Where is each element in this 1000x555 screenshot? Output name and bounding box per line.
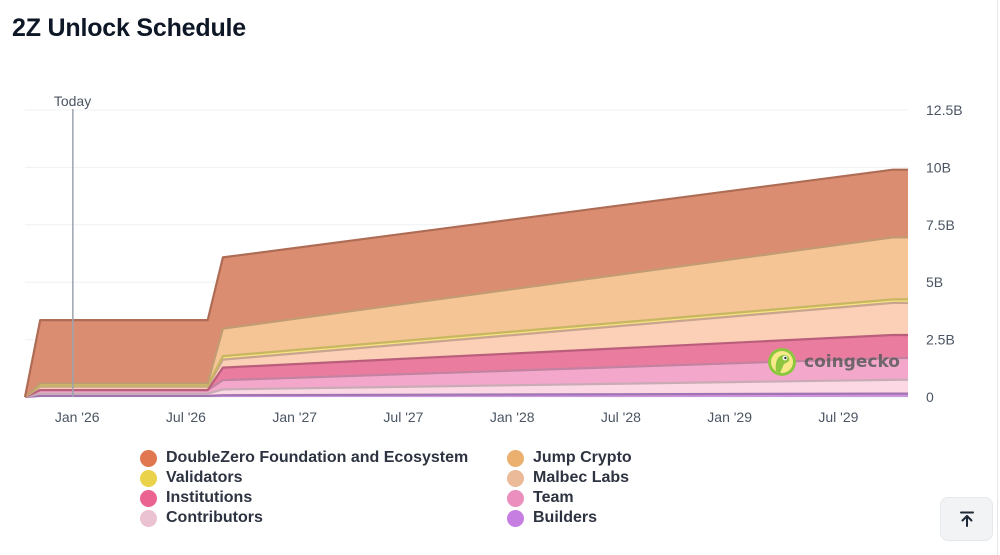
x-tick-label: Jan '27 (272, 409, 317, 425)
legend-swatch-malbec (507, 469, 524, 487)
coingecko-logo-icon (768, 348, 796, 376)
legend-label: Institutions (166, 489, 253, 506)
area-jump (25, 237, 908, 397)
today-marker: Today (54, 93, 91, 397)
legend-swatch-foundation (140, 449, 157, 467)
area-contributors (25, 379, 908, 397)
page-title: 2Z Unlock Schedule (12, 14, 246, 42)
legend-item-malbec[interactable]: Malbec Labs (507, 469, 707, 487)
y-tick-label: 0 (926, 389, 934, 405)
line-institutions (24, 333, 908, 399)
x-tick-label: Jan '29 (707, 409, 752, 425)
area-team (25, 358, 908, 397)
legend-swatch-builders (507, 509, 524, 527)
legend-swatch-contributors (140, 509, 157, 527)
unlock-area-chart: Today 0 2.5B 5B 7.5B 10B 12.5B Jan '26 Jul '26… (23, 93, 963, 425)
arrow-up-to-line-icon (959, 511, 974, 527)
legend-swatch-jump (507, 449, 524, 467)
y-tick-label: 5B (926, 274, 943, 290)
area-malbec (25, 302, 908, 397)
x-tick-label: Jul '27 (383, 409, 423, 425)
legend-label: DoubleZero Foundation and Ecosystem (166, 449, 469, 466)
legend-item-validators[interactable]: Validators (140, 469, 507, 487)
legend-label: Validators (166, 469, 243, 486)
x-tick-label: Jan '28 (490, 409, 535, 425)
y-tick-label: 2.5B (926, 332, 955, 348)
legend-label: Jump Crypto (533, 449, 632, 466)
line-builders (24, 392, 908, 399)
coingecko-watermark: coingecko (767, 347, 900, 377)
legend-label: Contributors (166, 509, 263, 526)
legend-label: Builders (533, 509, 598, 526)
legend-item-contributors[interactable]: Contributors (140, 509, 507, 527)
area-foundation (25, 169, 908, 397)
legend-swatch-institutions (140, 489, 157, 507)
legend-swatch-validators (140, 469, 157, 487)
y-tick-label: 12.5B (926, 102, 963, 118)
x-tick-label: Jul '29 (818, 409, 858, 425)
x-tick-label: Jul '26 (166, 409, 206, 425)
legend-swatch-team (507, 489, 524, 507)
page-divider (997, 0, 998, 555)
legend-label: Team (533, 489, 574, 506)
area-series (25, 169, 908, 397)
chart-legend: DoubleZero Foundation and Ecosystem Jump … (140, 449, 700, 527)
today-label: Today (54, 93, 91, 109)
x-axis: Jan '26 Jul '26 Jan '27 Jul '27 Jan '28 Jul '… (55, 409, 859, 425)
watermark-text: coingecko (804, 352, 900, 372)
y-axis: 0 2.5B 5B 7.5B 10B 12.5B (926, 102, 963, 405)
legend-item-foundation[interactable]: DoubleZero Foundation and Ecosystem (140, 449, 507, 467)
line-jump (24, 236, 908, 398)
x-tick-label: Jan '26 (55, 409, 100, 425)
line-validators (24, 298, 908, 398)
series-lines (23, 168, 908, 399)
legend-item-jump[interactable]: Jump Crypto (507, 449, 707, 467)
scroll-to-top-button[interactable] (940, 497, 993, 541)
x-tick-label: Jul '28 (601, 409, 641, 425)
y-tick-label: 7.5B (926, 217, 955, 233)
y-tick-label: 10B (926, 159, 951, 175)
line-foundation (23, 168, 908, 398)
legend-item-builders[interactable]: Builders (507, 509, 707, 527)
legend-item-team[interactable]: Team (507, 489, 707, 507)
area-institutions (25, 335, 908, 397)
legend-label: Malbec Labs (533, 469, 630, 486)
line-contributors (24, 378, 908, 399)
legend-item-institutions[interactable]: Institutions (140, 489, 507, 507)
